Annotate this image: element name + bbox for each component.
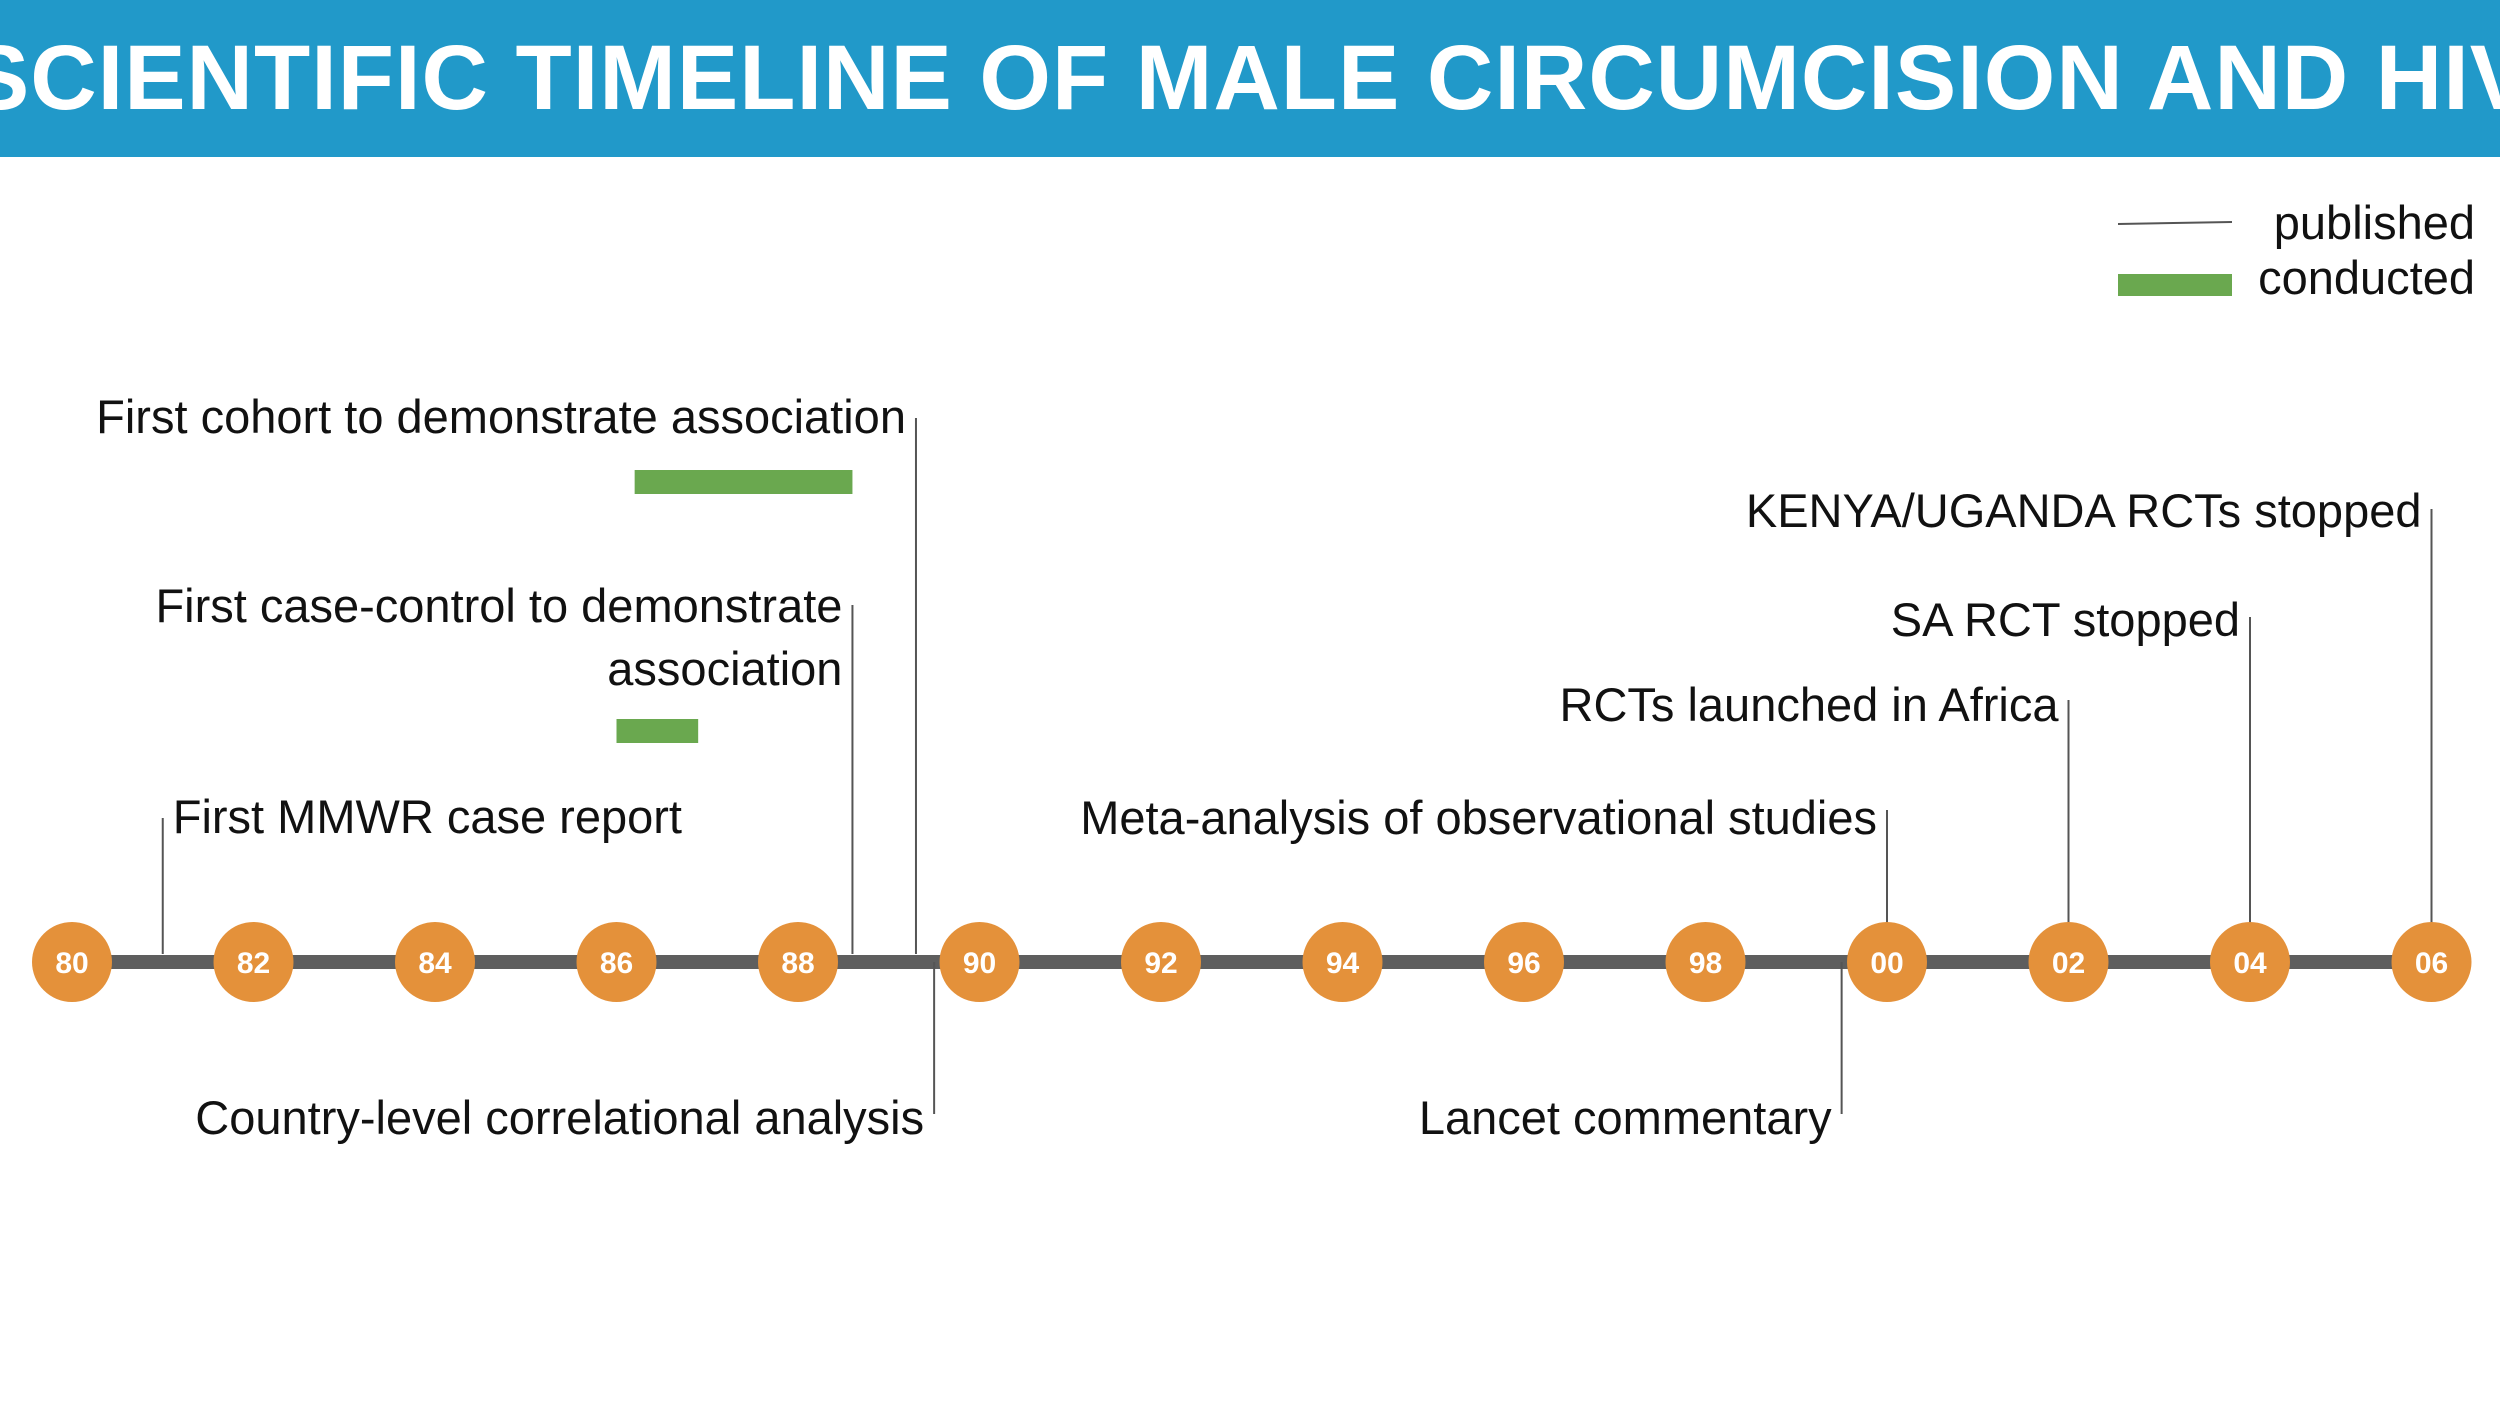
conducted-bar-case-control [616,719,699,743]
legend: published conducted [2117,196,2475,304]
event-label-meta-analysis: Meta-analysis of observational studies [1080,791,1877,844]
leader-lines [161,418,2433,1114]
year-label-90: 90 [963,947,996,980]
year-label-92: 92 [1144,947,1177,980]
year-node-84 [395,922,475,1002]
year-node-00 [1847,922,1927,1002]
event-label-rcts-launched: RCTs launched in Africa [1560,678,2060,731]
year-label-98: 98 [1689,947,1722,980]
year-label-82: 82 [237,947,270,980]
event-label-country-level: Country-level correlational analysis [195,1091,924,1144]
legend-published-swatch [2117,221,2233,225]
legend-published-label: published [2274,196,2475,249]
year-node-96 [1484,922,1564,1002]
event-label-kenya-uganda: KENYA/UGANDA RCTs stopped [1746,484,2422,537]
event-label-cohort: First cohort to demonstrate association [96,390,906,443]
page-title: SCIENTIFIC TIMELINE OF MALE CIRCUMCISION… [0,27,2500,129]
year-label-84: 84 [418,947,452,980]
event-label-mmwr: First MMWR case report [173,790,682,843]
event-label-case-control-line-2: association [607,642,842,695]
conducted-bar-cohort [634,470,853,494]
year-node-02 [2028,922,2109,1002]
year-node-98 [1665,922,1746,1002]
event-label-sa-rct: SA RCT stopped [1891,593,2240,646]
year-node-04 [2210,922,2290,1002]
year-node-80 [32,922,112,1002]
year-label-00: 00 [1870,947,1903,980]
year-label-96: 96 [1507,947,1540,980]
legend-conducted-label: conducted [2258,251,2475,304]
legend-conducted-swatch [2118,274,2232,296]
year-node-92 [1121,922,1201,1002]
year-label-04: 04 [2233,947,2267,980]
year-label-02: 02 [2052,947,2085,980]
year-label-80: 80 [55,947,88,980]
event-label-case-control-line-1: First case-control to demonstrate [155,579,842,632]
event-labels: First MMWR case report First case-control… [96,390,2421,1144]
conducted-bars [616,470,853,743]
year-label-86: 86 [600,947,633,980]
year-label-88: 88 [781,947,814,980]
event-label-lancet: Lancet commentary [1419,1091,1832,1144]
year-node-06 [2391,922,2472,1002]
year-nodes: 80 82 84 86 88 90 92 94 96 98 00 02 04 06 [32,922,2472,1002]
year-node-82 [213,922,294,1002]
year-node-88 [758,922,838,1002]
title-banner: SCIENTIFIC TIMELINE OF MALE CIRCUMCISION… [0,0,2500,157]
year-node-86 [576,922,657,1002]
timeline-axis [72,955,2428,969]
year-node-94 [1302,922,1383,1002]
year-label-06: 06 [2415,947,2448,980]
year-label-94: 94 [1326,947,1360,980]
year-node-90 [939,922,1020,1002]
